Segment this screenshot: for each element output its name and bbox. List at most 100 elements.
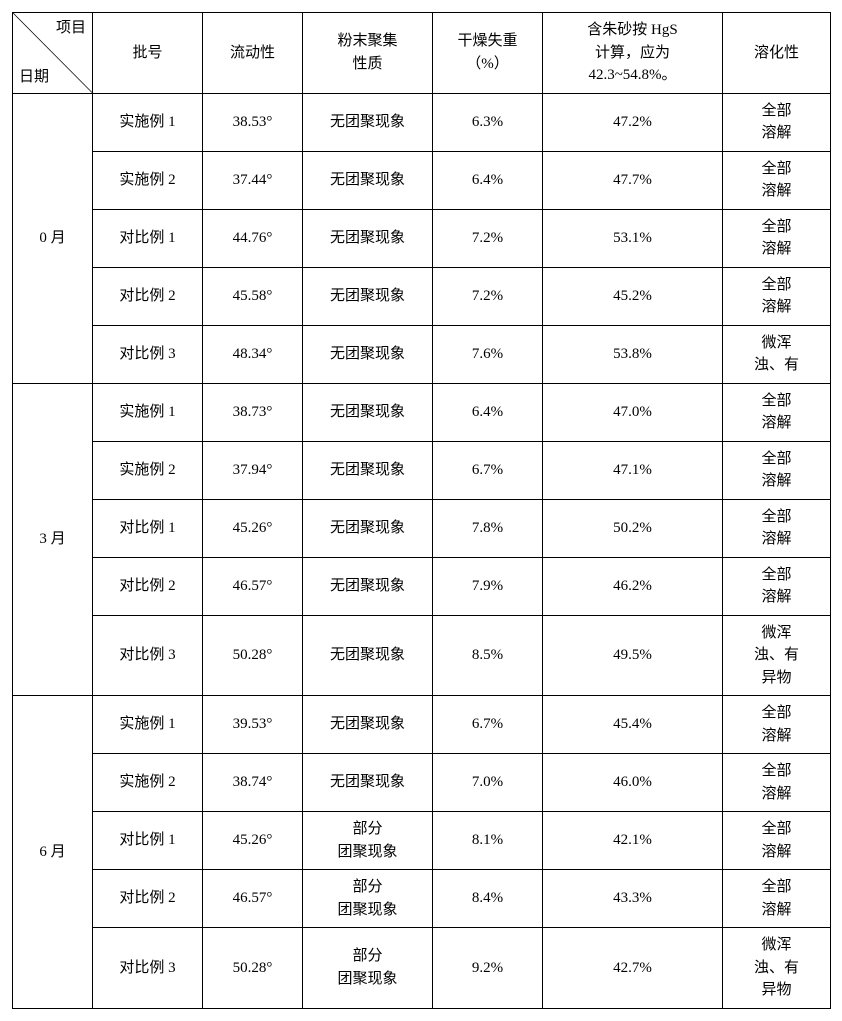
table-row: 对比例 348.34°无团聚现象7.6%53.8%微浑浊、有 — [13, 325, 831, 383]
hgs-cell: 47.7% — [543, 151, 723, 209]
diag-header: 项目 日期 — [13, 13, 93, 94]
agg-cell: 无团聚现象 — [303, 151, 433, 209]
agg-cell: 无团聚现象 — [303, 499, 433, 557]
sol-cell: 微浑浊、有异物 — [723, 928, 831, 1009]
agg-cell: 无团聚现象 — [303, 441, 433, 499]
flow-cell: 45.26° — [203, 499, 303, 557]
col-header: 粉末聚集性质 — [303, 13, 433, 94]
table-row: 对比例 245.58°无团聚现象7.2%45.2%全部溶解 — [13, 267, 831, 325]
hgs-cell: 45.4% — [543, 696, 723, 754]
batch-cell: 对比例 2 — [93, 267, 203, 325]
loss-cell: 7.6% — [433, 325, 543, 383]
batch-cell: 实施例 1 — [93, 93, 203, 151]
loss-cell: 6.4% — [433, 383, 543, 441]
sol-cell: 全部溶解 — [723, 812, 831, 870]
flow-cell: 50.28° — [203, 615, 303, 696]
loss-cell: 9.2% — [433, 928, 543, 1009]
loss-cell: 7.8% — [433, 499, 543, 557]
col-header: 溶化性 — [723, 13, 831, 94]
table-row: 对比例 350.28°无团聚现象8.5%49.5%微浑浊、有异物 — [13, 615, 831, 696]
agg-cell: 无团聚现象 — [303, 267, 433, 325]
sol-cell: 全部溶解 — [723, 209, 831, 267]
table-row: 实施例 238.74°无团聚现象7.0%46.0%全部溶解 — [13, 754, 831, 812]
hgs-cell: 42.7% — [543, 928, 723, 1009]
hgs-cell: 49.5% — [543, 615, 723, 696]
table-row: 对比例 246.57°无团聚现象7.9%46.2%全部溶解 — [13, 557, 831, 615]
col-header: 批号 — [93, 13, 203, 94]
batch-cell: 对比例 2 — [93, 870, 203, 928]
loss-cell: 7.2% — [433, 209, 543, 267]
sol-cell: 全部溶解 — [723, 93, 831, 151]
flow-cell: 50.28° — [203, 928, 303, 1009]
table-row: 0 月实施例 138.53°无团聚现象6.3%47.2%全部溶解 — [13, 93, 831, 151]
hgs-cell: 46.2% — [543, 557, 723, 615]
batch-cell: 对比例 3 — [93, 928, 203, 1009]
sol-cell: 全部溶解 — [723, 151, 831, 209]
loss-cell: 7.2% — [433, 267, 543, 325]
col-header: 流动性 — [203, 13, 303, 94]
batch-cell: 对比例 1 — [93, 812, 203, 870]
hgs-cell: 46.0% — [543, 754, 723, 812]
agg-cell: 无团聚现象 — [303, 209, 433, 267]
sol-cell: 全部溶解 — [723, 383, 831, 441]
batch-cell: 实施例 2 — [93, 151, 203, 209]
sol-cell: 微浑浊、有异物 — [723, 615, 831, 696]
table-row: 实施例 237.44°无团聚现象6.4%47.7%全部溶解 — [13, 151, 831, 209]
hgs-cell: 47.1% — [543, 441, 723, 499]
sol-cell: 全部溶解 — [723, 499, 831, 557]
loss-cell: 6.7% — [433, 696, 543, 754]
batch-cell: 对比例 1 — [93, 499, 203, 557]
hgs-cell: 53.1% — [543, 209, 723, 267]
agg-cell: 无团聚现象 — [303, 383, 433, 441]
batch-cell: 对比例 3 — [93, 615, 203, 696]
data-table: 项目 日期 批号 流动性 粉末聚集性质 干燥失重（%） 含朱砂按 HgS计算，应… — [12, 12, 831, 1009]
loss-cell: 8.1% — [433, 812, 543, 870]
flow-cell: 39.53° — [203, 696, 303, 754]
diag-top-label: 项目 — [56, 17, 86, 40]
loss-cell: 6.4% — [433, 151, 543, 209]
table-row: 对比例 246.57°部分团聚现象8.4%43.3%全部溶解 — [13, 870, 831, 928]
table-row: 3 月实施例 138.73°无团聚现象6.4%47.0%全部溶解 — [13, 383, 831, 441]
sol-cell: 全部溶解 — [723, 696, 831, 754]
batch-cell: 对比例 1 — [93, 209, 203, 267]
table-row: 对比例 144.76°无团聚现象7.2%53.1%全部溶解 — [13, 209, 831, 267]
hgs-cell: 50.2% — [543, 499, 723, 557]
flow-cell: 37.94° — [203, 441, 303, 499]
sol-cell: 全部溶解 — [723, 267, 831, 325]
flow-cell: 37.44° — [203, 151, 303, 209]
agg-cell: 部分团聚现象 — [303, 812, 433, 870]
agg-cell: 无团聚现象 — [303, 754, 433, 812]
loss-cell: 8.5% — [433, 615, 543, 696]
hgs-cell: 53.8% — [543, 325, 723, 383]
agg-cell: 无团聚现象 — [303, 325, 433, 383]
period-cell: 6 月 — [13, 696, 93, 1009]
period-cell: 0 月 — [13, 93, 93, 383]
table-row: 实施例 237.94°无团聚现象6.7%47.1%全部溶解 — [13, 441, 831, 499]
agg-cell: 无团聚现象 — [303, 93, 433, 151]
agg-cell: 无团聚现象 — [303, 615, 433, 696]
hgs-cell: 45.2% — [543, 267, 723, 325]
sol-cell: 微浑浊、有 — [723, 325, 831, 383]
flow-cell: 38.73° — [203, 383, 303, 441]
flow-cell: 45.26° — [203, 812, 303, 870]
col-header: 干燥失重（%） — [433, 13, 543, 94]
agg-cell: 部分团聚现象 — [303, 928, 433, 1009]
batch-cell: 对比例 3 — [93, 325, 203, 383]
loss-cell: 7.9% — [433, 557, 543, 615]
flow-cell: 48.34° — [203, 325, 303, 383]
batch-cell: 实施例 2 — [93, 441, 203, 499]
hgs-cell: 42.1% — [543, 812, 723, 870]
batch-cell: 实施例 1 — [93, 383, 203, 441]
agg-cell: 无团聚现象 — [303, 696, 433, 754]
flow-cell: 44.76° — [203, 209, 303, 267]
sol-cell: 全部溶解 — [723, 870, 831, 928]
table-row: 对比例 145.26°无团聚现象7.8%50.2%全部溶解 — [13, 499, 831, 557]
loss-cell: 6.7% — [433, 441, 543, 499]
diag-bottom-label: 日期 — [19, 66, 49, 89]
flow-cell: 46.57° — [203, 870, 303, 928]
loss-cell: 8.4% — [433, 870, 543, 928]
sol-cell: 全部溶解 — [723, 754, 831, 812]
flow-cell: 38.74° — [203, 754, 303, 812]
hgs-cell: 43.3% — [543, 870, 723, 928]
table-row: 6 月实施例 139.53°无团聚现象6.7%45.4%全部溶解 — [13, 696, 831, 754]
